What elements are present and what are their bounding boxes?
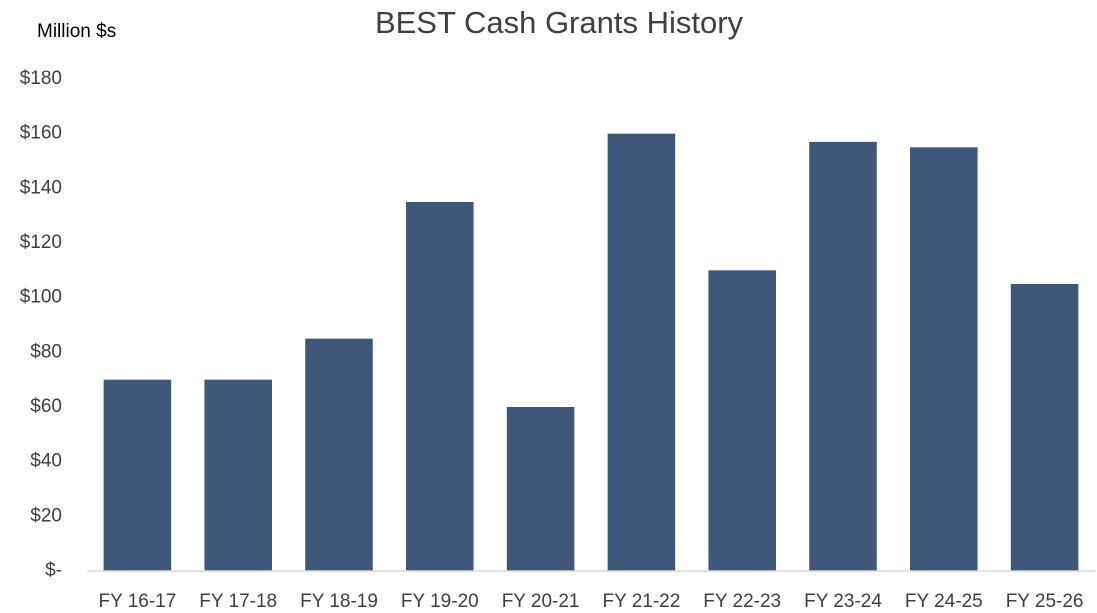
bar (809, 141, 877, 571)
x-tick-label: FY 16-17 (98, 591, 176, 612)
y-tick-label: $100 (20, 287, 62, 308)
bar (607, 133, 676, 571)
bar (1010, 284, 1079, 571)
x-tick-label: FY 21-22 (602, 591, 680, 612)
bar (204, 379, 272, 571)
bar (708, 270, 776, 571)
y-tick-label: $120 (20, 232, 62, 253)
x-tick-label: FY 25-26 (1006, 591, 1084, 612)
bar (506, 407, 575, 571)
x-tick-label: FY 23-24 (804, 591, 882, 612)
y-tick-label: $160 (20, 123, 62, 144)
y-tick-label: $- (45, 560, 62, 581)
y-axis-label: Million $s (37, 21, 116, 42)
y-tick-label: $80 (30, 341, 62, 362)
y-tick-label: $60 (30, 396, 62, 417)
x-tick-label: FY 18-19 (300, 591, 378, 612)
y-tick-label: $20 (30, 505, 62, 526)
x-tick-label: FY 20-21 (502, 591, 580, 612)
x-tick-label: FY 24-25 (905, 591, 983, 612)
x-tick-label: FY 17-18 (199, 591, 277, 612)
y-tick-label: $40 (30, 451, 62, 472)
x-tick-label: FY 19-20 (401, 591, 479, 612)
bar (910, 147, 978, 572)
bar (406, 202, 474, 571)
chart-title: BEST Cash Grants History (375, 5, 744, 40)
y-tick-label: $140 (20, 177, 62, 198)
y-tick-label: $180 (20, 68, 62, 89)
bar (305, 338, 373, 571)
bar (103, 379, 172, 571)
x-tick-label: FY 22-23 (703, 591, 781, 612)
